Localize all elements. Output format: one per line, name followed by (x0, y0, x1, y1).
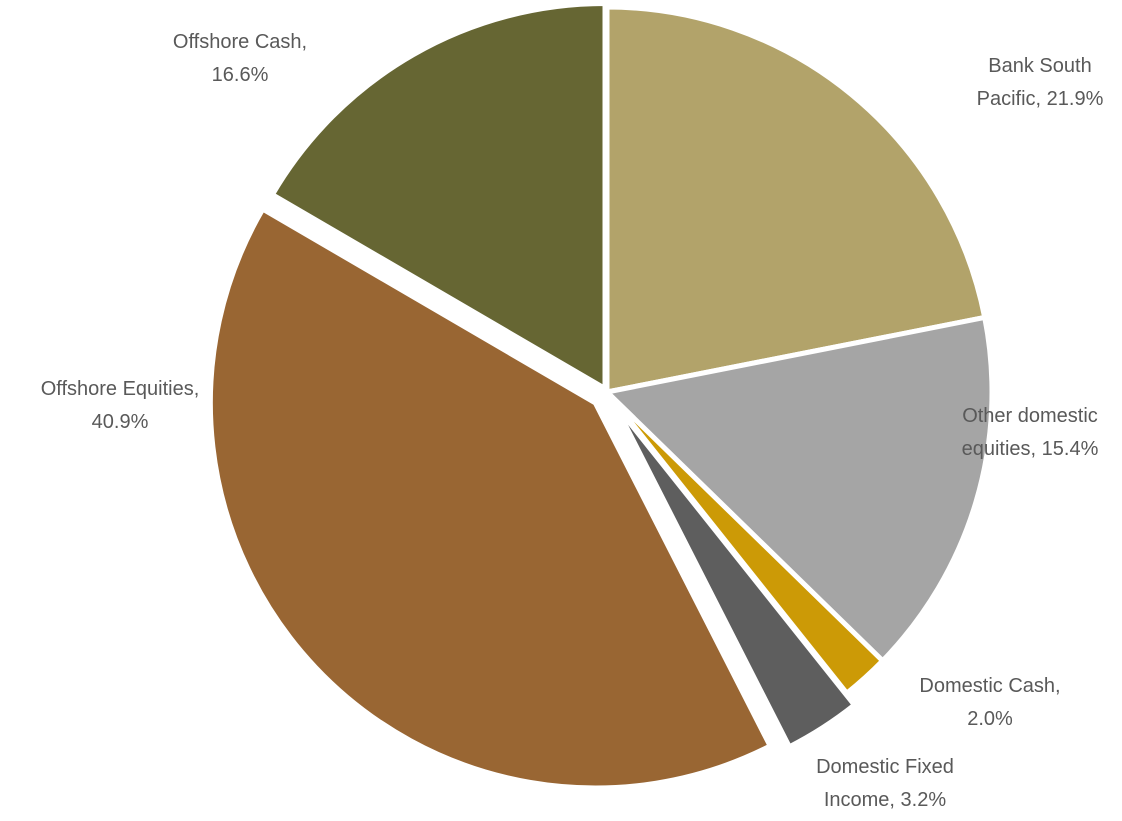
pie-slice (269, 1, 608, 392)
data-label: Domestic Cash, 2.0% (919, 675, 1060, 730)
data-label: Offshore Equities, 40.9% (41, 378, 200, 433)
pie-slice (612, 401, 857, 750)
data-label: Offshore Cash, 16.6% (173, 31, 307, 86)
data-label: Bank South Pacific, 21.9% (977, 55, 1104, 110)
pie-slice (207, 206, 773, 791)
pie-slice (604, 4, 988, 395)
pie-slice (604, 314, 995, 664)
data-label: Domestic Fixed Income, 3.2% (816, 756, 954, 811)
data-label: Other domestic equities, 15.4% (962, 405, 1099, 460)
